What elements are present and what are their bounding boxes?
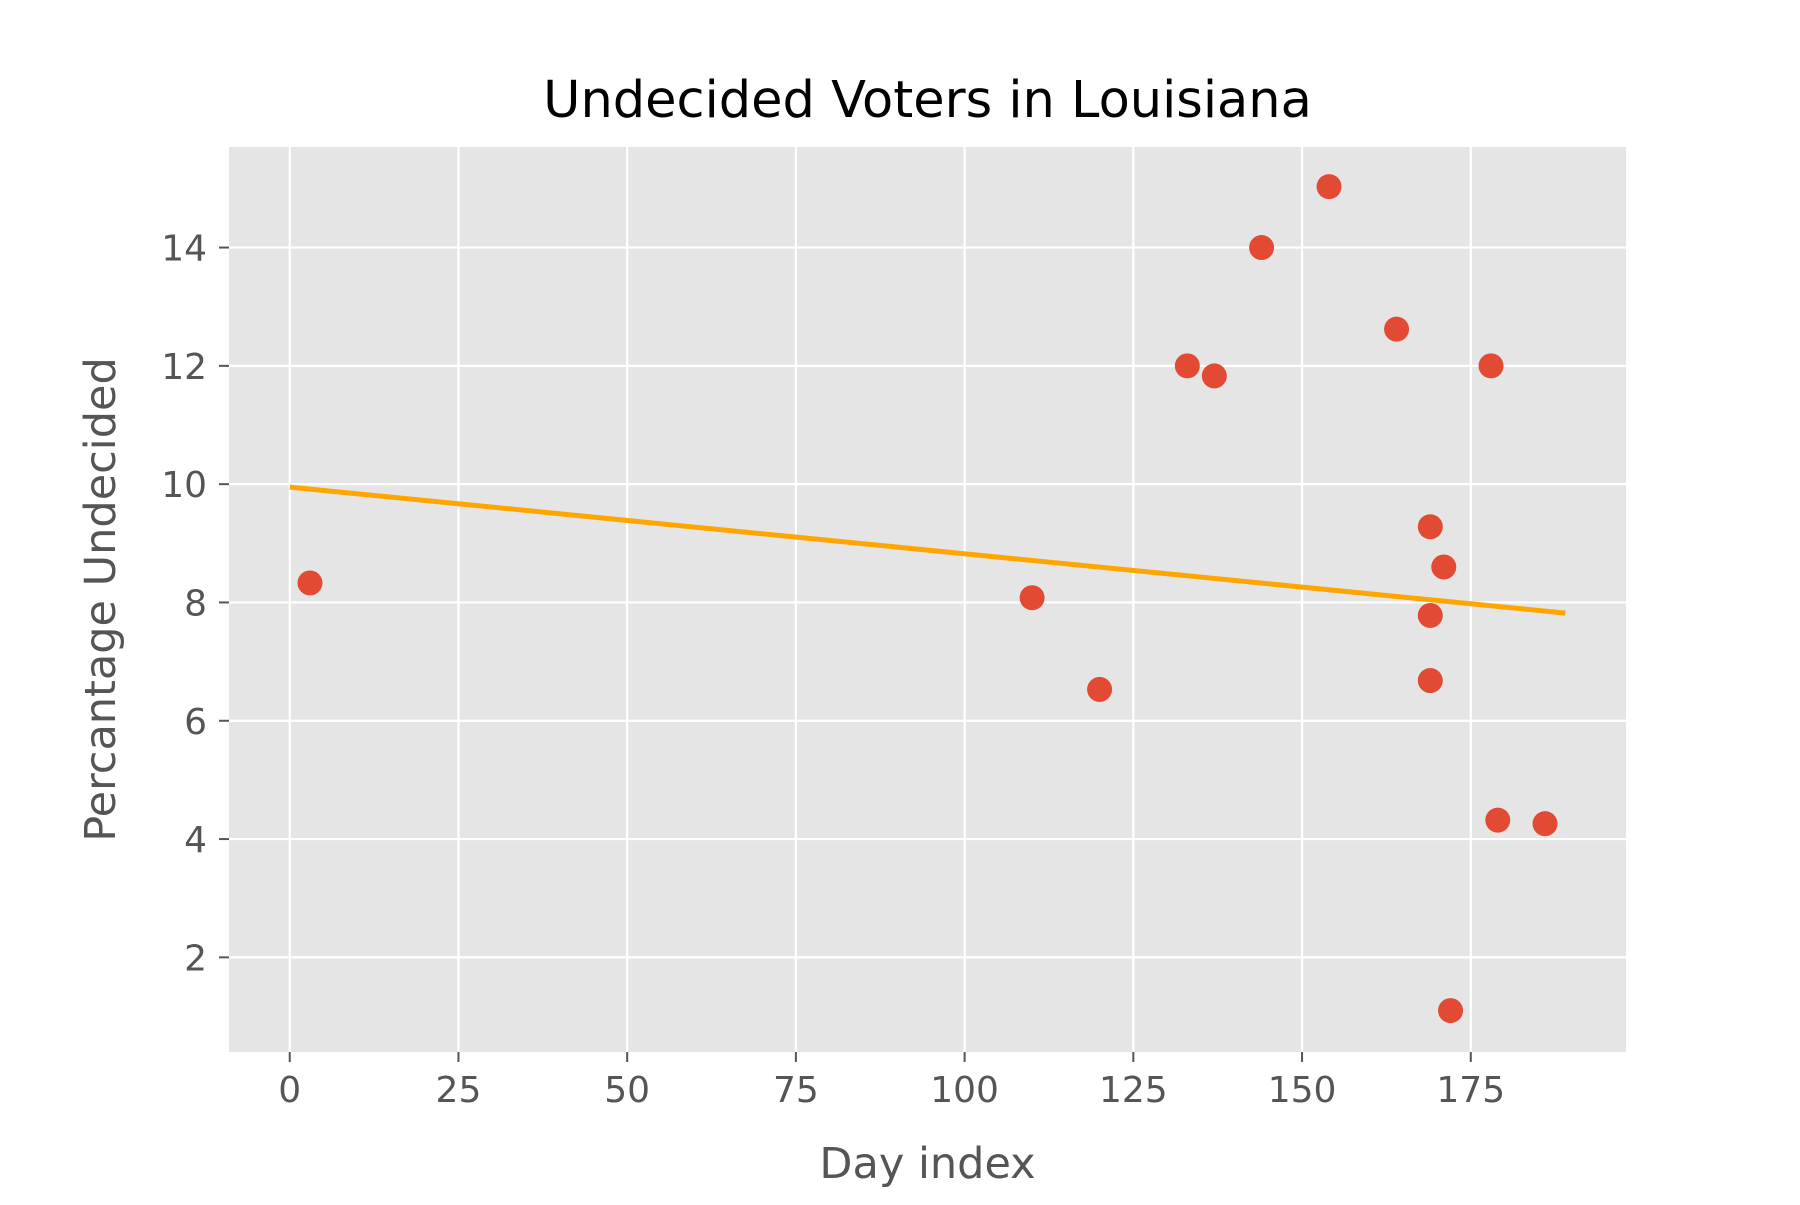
y-tick-label: 10 [161,465,207,506]
data-point [1431,554,1457,580]
data-point [1174,353,1200,379]
x-tick-label: 100 [930,1070,999,1111]
data-point [1019,585,1045,611]
y-tick-label: 8 [184,583,207,624]
grid [229,147,1626,1052]
trend-line [289,484,1566,616]
data-point [1384,316,1410,342]
x-axis-label: Day index [819,1139,1035,1189]
data-point [1201,363,1227,389]
chart-title: Undecided Voters in Louisiana [543,71,1312,130]
data-point [1485,807,1511,833]
data-point [1249,235,1275,261]
plot-area [229,147,1626,1052]
data-point [1417,668,1443,694]
y-tick-label: 6 [184,702,207,743]
x-tick-label: 175 [1436,1070,1505,1111]
y-axis-label: Percantage Undecided [76,357,126,842]
y-tick-label: 2 [184,938,207,979]
data-series [289,174,1566,1024]
x-tick-label: 125 [1099,1070,1168,1111]
data-point [297,570,323,596]
x-tick-label: 0 [278,1070,301,1111]
data-point [1316,174,1342,200]
data-point [1478,353,1504,379]
data-point [1417,602,1443,628]
x-tick-label: 25 [436,1070,482,1111]
data-point [1438,998,1464,1024]
y-tick-label: 4 [184,820,207,861]
y-tick-label: 12 [161,347,207,388]
y-tick-label: 14 [161,229,207,270]
data-point [1087,676,1113,702]
data-point [1417,514,1443,540]
x-tick-label: 75 [773,1070,819,1111]
x-tick-label: 50 [604,1070,650,1111]
data-point [1532,811,1558,837]
x-tick-label: 150 [1268,1070,1337,1111]
axis-ticks: 0 25 50 75 100 125 150 175 2 4 6 8 10 12 14 [161,229,1505,1111]
